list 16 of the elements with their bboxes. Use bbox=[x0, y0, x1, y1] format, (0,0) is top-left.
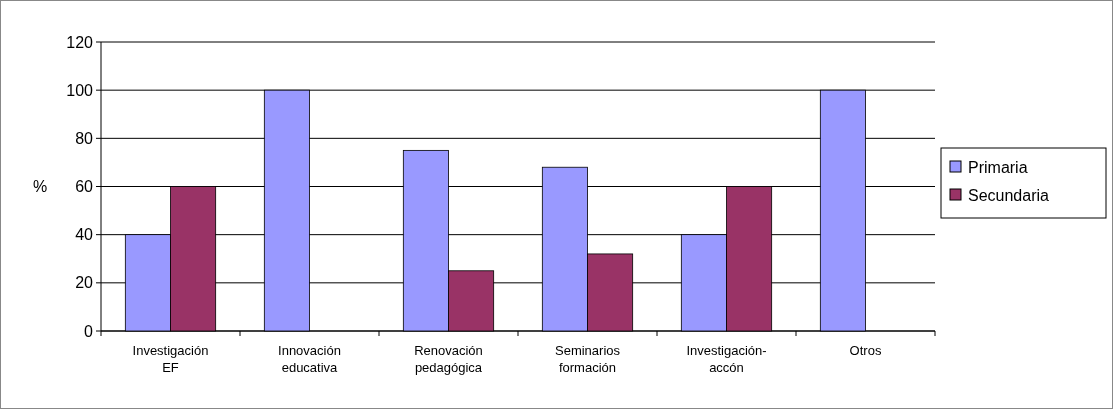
y-tick-label: 40 bbox=[75, 226, 94, 244]
y-axis-title: % bbox=[32, 178, 48, 196]
y-tick-label: 100 bbox=[66, 81, 94, 99]
x-tick-label: Otros bbox=[849, 343, 882, 358]
legend-label: Primaria bbox=[968, 158, 1028, 176]
x-tick-label: Innovación educativa bbox=[278, 343, 341, 375]
y-tick-label: 120 bbox=[66, 33, 94, 51]
y-tick-label: 0 bbox=[84, 322, 94, 340]
legend-label: Secundaria bbox=[968, 186, 1050, 204]
x-tick-label: Investigación-accón bbox=[686, 343, 767, 375]
y-tick-label: 20 bbox=[75, 274, 94, 292]
x-tick-label: Renovación pedagógica bbox=[414, 343, 483, 375]
y-tick-label: 60 bbox=[75, 178, 94, 196]
x-tick-label: Seminarios formación bbox=[554, 343, 621, 375]
y-tick-label: 80 bbox=[75, 129, 94, 147]
x-tick-label: Investigación EF bbox=[132, 343, 209, 375]
